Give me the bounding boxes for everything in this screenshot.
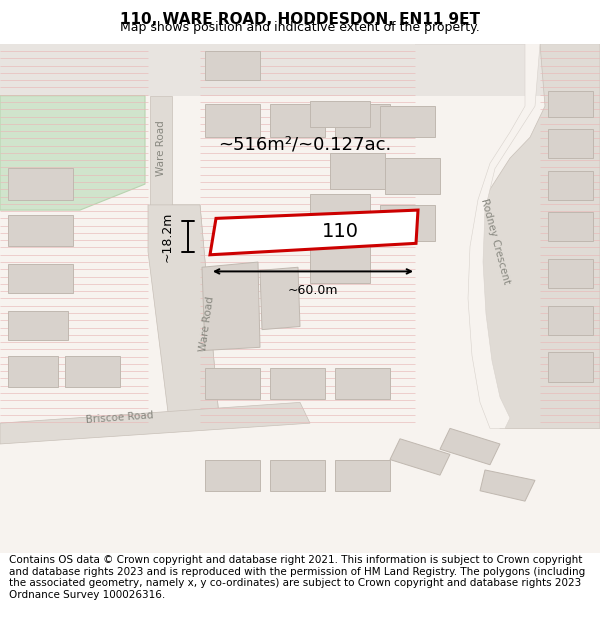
Bar: [65, 356, 120, 387]
Text: Map shows position and indicative extent of the property.: Map shows position and indicative extent…: [120, 21, 480, 34]
Bar: [8, 169, 73, 199]
Bar: [335, 459, 390, 491]
Polygon shape: [148, 205, 220, 428]
Bar: [335, 368, 390, 399]
Bar: [8, 311, 68, 340]
Text: ~18.2m: ~18.2m: [161, 211, 174, 262]
Text: Ware Road: Ware Road: [156, 120, 166, 176]
Bar: [380, 106, 435, 138]
Bar: [310, 241, 370, 283]
Polygon shape: [0, 402, 310, 444]
Polygon shape: [260, 268, 300, 329]
Bar: [548, 259, 593, 288]
Bar: [335, 104, 390, 138]
Bar: [548, 306, 593, 335]
Polygon shape: [150, 96, 172, 205]
Bar: [548, 129, 593, 158]
Polygon shape: [390, 439, 450, 475]
Bar: [205, 368, 260, 399]
Bar: [8, 264, 73, 293]
Bar: [8, 356, 58, 387]
Polygon shape: [0, 44, 600, 96]
Bar: [310, 101, 370, 127]
Bar: [205, 459, 260, 491]
Bar: [385, 158, 440, 194]
Polygon shape: [415, 44, 600, 428]
Text: ~516m²/~0.127ac.: ~516m²/~0.127ac.: [218, 136, 392, 154]
Bar: [380, 205, 435, 241]
Text: Contains OS data © Crown copyright and database right 2021. This information is : Contains OS data © Crown copyright and d…: [9, 555, 585, 600]
Bar: [205, 104, 260, 138]
Bar: [548, 91, 593, 116]
Text: 110, WARE ROAD, HODDESDON, EN11 9ET: 110, WARE ROAD, HODDESDON, EN11 9ET: [120, 12, 480, 28]
Polygon shape: [210, 210, 418, 255]
Bar: [205, 51, 260, 80]
Bar: [548, 212, 593, 241]
Bar: [548, 171, 593, 199]
Polygon shape: [172, 205, 220, 428]
Text: Briscoe Road: Briscoe Road: [86, 411, 154, 426]
Bar: [270, 104, 325, 138]
Bar: [270, 459, 325, 491]
Text: ~60.0m: ~60.0m: [288, 284, 338, 297]
Bar: [8, 215, 73, 246]
Text: Ware Road: Ware Road: [198, 296, 216, 352]
Bar: [330, 153, 385, 189]
Polygon shape: [430, 44, 540, 428]
Polygon shape: [440, 428, 500, 465]
Text: 110: 110: [322, 222, 359, 241]
Bar: [548, 352, 593, 382]
Bar: [310, 194, 370, 231]
Polygon shape: [202, 262, 260, 351]
Polygon shape: [480, 470, 535, 501]
Polygon shape: [0, 96, 145, 210]
Text: Rodney Crescent: Rodney Crescent: [479, 198, 511, 285]
Bar: [270, 368, 325, 399]
